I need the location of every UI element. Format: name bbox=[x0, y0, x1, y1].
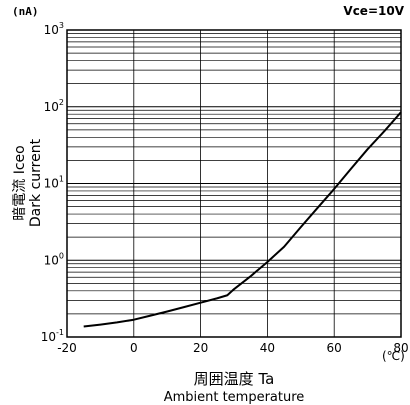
y-tick-label: 103 bbox=[44, 21, 64, 37]
grid bbox=[66, 30, 402, 338]
x-axis-label-en: Ambient temperature bbox=[164, 390, 305, 405]
x-unit-label: (℃) bbox=[382, 349, 405, 363]
y-axis-label-jp: 暗電流 Iceo bbox=[12, 145, 28, 220]
x-tick-labels: -20 0 20 40 60 80 bbox=[57, 341, 408, 355]
y-tick-label: 100 bbox=[44, 251, 64, 267]
x-tick-label: 0 bbox=[130, 341, 138, 355]
x-axis-label-jp: 周囲温度 Ta bbox=[194, 370, 275, 388]
x-tick-label: 20 bbox=[193, 341, 208, 355]
series-layer bbox=[83, 111, 402, 328]
y-tick-label: 10-1 bbox=[41, 328, 64, 344]
dark-current-line bbox=[83, 111, 402, 328]
y-tick-label: 102 bbox=[44, 98, 64, 114]
x-tick-label: -20 bbox=[57, 341, 77, 355]
x-tick-label: 40 bbox=[260, 341, 275, 355]
y-tick-labels: 10-1 100 101 102 103 bbox=[41, 21, 64, 344]
x-tick-label: 60 bbox=[327, 341, 342, 355]
y-tick-label: 101 bbox=[44, 175, 64, 191]
plot-frame bbox=[66, 29, 402, 338]
y-axis-label-en: Dark current bbox=[28, 138, 44, 227]
y-unit-label: (nA) bbox=[12, 5, 39, 18]
condition-label: Vce=10V bbox=[343, 4, 404, 18]
x-tick-label: 80 bbox=[393, 341, 408, 355]
